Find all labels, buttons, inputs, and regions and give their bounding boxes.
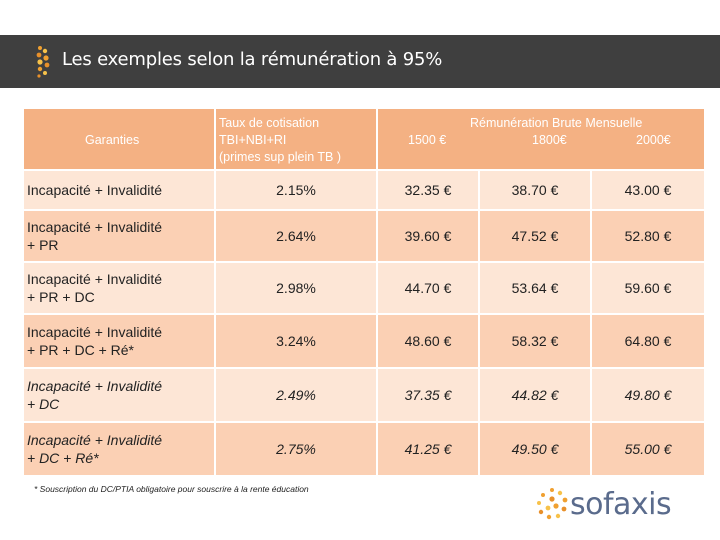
value-1800-cell: 38.70 € bbox=[480, 171, 590, 209]
header-cell-remuneration: Rémunération Brute Mensuelle 1500 € 1800… bbox=[378, 109, 704, 169]
value-1800-cell: 58.32 € bbox=[480, 315, 590, 367]
value-1800-cell: 44.82 € bbox=[480, 369, 590, 421]
taux-cell: 2.49% bbox=[216, 369, 376, 421]
header-salary-1500: 1500 € bbox=[408, 133, 447, 147]
row-label: Incapacité + Invalidité + PR + DC bbox=[24, 263, 214, 313]
brand-name: sofaxis bbox=[570, 487, 672, 522]
table-row: Incapacité + Invalidité + PR 2.64% 39.60 … bbox=[24, 211, 704, 261]
header-garanties-label: Garanties bbox=[85, 133, 140, 147]
header-remuneration-label: Rémunération Brute Mensuelle bbox=[470, 116, 643, 130]
value-2000-cell: 64.80 € bbox=[592, 315, 704, 367]
header-cell-taux: Taux de cotisation TBI+NBI+RI (primes su… bbox=[216, 109, 376, 169]
value-1500-cell: 41.25 € bbox=[378, 423, 478, 475]
header-taux-line1: Taux de cotisation bbox=[219, 116, 320, 130]
value-1800-cell: 49.50 € bbox=[480, 423, 590, 475]
header-salary-2000: 2000€ bbox=[636, 133, 671, 147]
value-1500-cell: 48.60 € bbox=[378, 315, 478, 367]
row-label-line2: + PR + DC bbox=[27, 289, 95, 305]
taux-cell: 2.98% bbox=[216, 263, 376, 313]
value-2000-cell: 49.80 € bbox=[592, 369, 704, 421]
header-cell-garanties: Garanties bbox=[24, 109, 214, 169]
row-label: Incapacité + Invalidité + DC + Ré* bbox=[24, 423, 214, 475]
value-1800-cell: 47.52 € bbox=[480, 211, 590, 261]
table-row: Incapacité + Invalidité 2.15% 32.35 € 38… bbox=[24, 171, 704, 209]
row-label: Incapacité + Invalidité + PR bbox=[24, 211, 214, 261]
taux-cell: 2.64% bbox=[216, 211, 376, 261]
table-row: Incapacité + Invalidité + PR + DC 2.98% 4… bbox=[24, 263, 704, 313]
row-label: Incapacité + Invalidité + PR + DC + Ré* bbox=[24, 315, 214, 367]
value-1500-cell: 37.35 € bbox=[378, 369, 478, 421]
taux-cell: 3.24% bbox=[216, 315, 376, 367]
table-row: Incapacité + Invalidité + DC 2.49% 37.35 … bbox=[24, 369, 704, 421]
table-row: Incapacité + Invalidité + PR + DC + Ré* 3… bbox=[24, 315, 704, 367]
value-2000-cell: 59.60 € bbox=[592, 263, 704, 313]
sofaxis-sunburst-icon bbox=[537, 488, 568, 520]
value-2000-cell: 43.00 € bbox=[592, 171, 704, 209]
row-label-line2: + PR + DC + Ré* bbox=[27, 342, 134, 358]
value-1800-cell: 53.64 € bbox=[480, 263, 590, 313]
value-2000-cell: 55.00 € bbox=[592, 423, 704, 475]
header-taux-line3: (primes sup plein TB ) bbox=[219, 150, 342, 164]
row-label: Incapacité + Invalidité + DC bbox=[24, 369, 214, 421]
table-row: Incapacité + Invalidité + DC + Ré* 2.75% … bbox=[24, 423, 704, 475]
header-taux-line2: TBI+NBI+RI bbox=[219, 133, 287, 147]
row-label-line1: Incapacité + Invalidité bbox=[27, 432, 163, 448]
row-label-line1: Incapacité + Invalidité bbox=[27, 378, 163, 394]
title-bar: Les exemples selon la rémunération à 95% bbox=[0, 35, 720, 88]
page-title: Les exemples selon la rémunération à 95% bbox=[62, 49, 443, 70]
value-1500-cell: 32.35 € bbox=[378, 171, 478, 209]
row-label-line2: + DC bbox=[27, 396, 60, 412]
row-label-line1: Incapacité + Invalidité bbox=[27, 271, 163, 287]
sunburst-logo-icon bbox=[36, 46, 50, 78]
header-salary-1800: 1800€ bbox=[532, 133, 567, 147]
row-label-line2: + PR bbox=[27, 237, 59, 253]
row-label-line1: Incapacité + Invalidité bbox=[27, 182, 163, 198]
footnote: * Souscription du DC/PTIA obligatoire po… bbox=[34, 484, 309, 494]
taux-cell: 2.15% bbox=[216, 171, 376, 209]
value-1500-cell: 39.60 € bbox=[378, 211, 478, 261]
value-1500-cell: 44.70 € bbox=[378, 263, 478, 313]
row-label-line2: + DC + Ré* bbox=[27, 450, 99, 466]
taux-cell: 2.75% bbox=[216, 423, 376, 475]
row-label-line1: Incapacité + Invalidité bbox=[27, 324, 163, 340]
row-label: Incapacité + Invalidité bbox=[24, 171, 214, 209]
value-2000-cell: 52.80 € bbox=[592, 211, 704, 261]
sofaxis-logo: sofaxis bbox=[536, 485, 672, 525]
row-label-line1: Incapacité + Invalidité bbox=[27, 219, 163, 235]
